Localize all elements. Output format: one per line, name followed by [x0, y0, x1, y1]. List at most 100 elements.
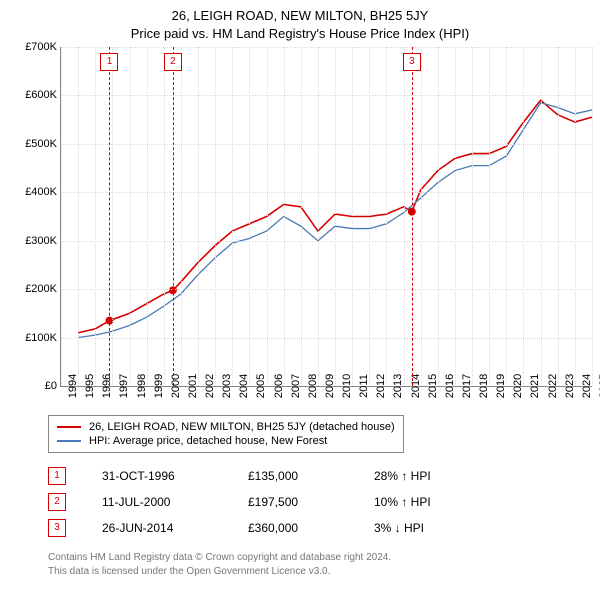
x-axis-label: 2019 [493, 374, 507, 398]
legend-swatch [57, 426, 81, 428]
x-axis-label: 1996 [99, 374, 113, 398]
sale-price: £197,500 [248, 495, 338, 509]
line-series-svg [61, 47, 592, 386]
gridline-y [61, 192, 592, 193]
x-axis-label: 2006 [271, 374, 285, 398]
y-axis-label: £0 [45, 380, 61, 392]
y-axis-label: £300K [25, 235, 61, 247]
sale-price: £360,000 [248, 521, 338, 535]
sale-row-badge: 3 [48, 519, 66, 537]
y-axis-label: £400K [25, 186, 61, 198]
gridline-x [489, 47, 490, 386]
x-axis-label: 1994 [65, 374, 79, 398]
sale-marker-line [412, 47, 413, 386]
gridline-x [472, 47, 473, 386]
gridline-x [215, 47, 216, 386]
gridline-y [61, 95, 592, 96]
gridline-x [198, 47, 199, 386]
gridline-x [95, 47, 96, 386]
chart-container: 26, LEIGH ROAD, NEW MILTON, BH25 5JY Pri… [0, 0, 600, 590]
sale-price: £135,000 [248, 469, 338, 483]
gridline-x [592, 47, 593, 386]
gridline-x [164, 47, 165, 386]
gridline-x [558, 47, 559, 386]
gridline-x [386, 47, 387, 386]
x-axis-label: 2020 [510, 374, 524, 398]
legend-label: HPI: Average price, detached house, New … [89, 435, 327, 447]
gridline-x [352, 47, 353, 386]
x-axis-label: 2010 [339, 374, 353, 398]
x-axis-label: 1999 [151, 374, 165, 398]
gridline-x [130, 47, 131, 386]
sale-delta: 3% ↓ HPI [374, 521, 424, 535]
chart-area: £0£100K£200K£300K£400K£500K£600K£700K199… [60, 47, 592, 407]
x-axis-label: 2009 [322, 374, 336, 398]
y-axis-label: £100K [25, 332, 61, 344]
legend-swatch [57, 440, 81, 442]
x-axis-label: 2025 [596, 374, 600, 398]
gridline-y [61, 289, 592, 290]
gridline-x [455, 47, 456, 386]
gridline-x [267, 47, 268, 386]
gridline-y [61, 241, 592, 242]
x-axis-label: 2015 [425, 374, 439, 398]
gridline-x [506, 47, 507, 386]
gridline-x [421, 47, 422, 386]
sale-row: 326-JUN-2014£360,0003% ↓ HPI [48, 515, 600, 541]
x-axis-label: 2007 [288, 374, 302, 398]
legend-box: 26, LEIGH ROAD, NEW MILTON, BH25 5JY (de… [48, 415, 404, 453]
gridline-x [232, 47, 233, 386]
sale-date: 31-OCT-1996 [102, 469, 212, 483]
x-axis-label: 1995 [82, 374, 96, 398]
x-axis-label: 2008 [305, 374, 319, 398]
x-axis-label: 2017 [459, 374, 473, 398]
x-axis-label: 2024 [579, 374, 593, 398]
sale-row-badge: 2 [48, 493, 66, 511]
legend-item: HPI: Average price, detached house, New … [57, 434, 395, 448]
x-axis-label: 2013 [390, 374, 404, 398]
sale-marker-badge: 3 [403, 53, 421, 71]
sale-marker-line [173, 47, 174, 386]
x-axis-label: 1997 [116, 374, 130, 398]
x-axis-label: 2012 [373, 374, 387, 398]
x-axis-label: 2022 [545, 374, 559, 398]
gridline-x [541, 47, 542, 386]
gridline-y [61, 338, 592, 339]
gridline-x [318, 47, 319, 386]
x-axis-label: 2002 [202, 374, 216, 398]
legend-label: 26, LEIGH ROAD, NEW MILTON, BH25 5JY (de… [89, 421, 395, 433]
gridline-y [61, 47, 592, 48]
x-axis-label: 2016 [442, 374, 456, 398]
gridline-x [249, 47, 250, 386]
footer-line-2: This data is licensed under the Open Gov… [48, 565, 600, 579]
x-axis-label: 2001 [185, 374, 199, 398]
chart-subtitle: Price paid vs. HM Land Registry's House … [0, 23, 600, 47]
footer-attribution: Contains HM Land Registry data © Crown c… [48, 551, 600, 578]
sale-row-badge: 1 [48, 467, 66, 485]
y-axis-label: £500K [25, 138, 61, 150]
sale-row: 1 31-OCT-1996 £135,000 28% ↑ HPI [48, 463, 600, 489]
gridline-x [147, 47, 148, 386]
x-axis-label: 2003 [219, 374, 233, 398]
sale-delta: 28% ↑ HPI [374, 469, 431, 483]
x-axis-label: 2000 [168, 374, 182, 398]
gridline-x [404, 47, 405, 386]
x-axis-label: 2021 [527, 374, 541, 398]
gridline-x [575, 47, 576, 386]
sale-date: 11-JUL-2000 [102, 495, 212, 509]
gridline-x [438, 47, 439, 386]
x-axis-label: 2004 [236, 374, 250, 398]
gridline-x [335, 47, 336, 386]
gridline-x [78, 47, 79, 386]
gridline-x [369, 47, 370, 386]
gridline-x [61, 47, 62, 386]
sale-row: 211-JUL-2000£197,50010% ↑ HPI [48, 489, 600, 515]
legend-item: 26, LEIGH ROAD, NEW MILTON, BH25 5JY (de… [57, 420, 395, 434]
footer-line-1: Contains HM Land Registry data © Crown c… [48, 551, 600, 565]
x-axis-label: 2023 [562, 374, 576, 398]
x-axis-label: 2018 [476, 374, 490, 398]
x-axis-label: 2014 [408, 374, 422, 398]
gridline-x [284, 47, 285, 386]
x-axis-label: 2011 [356, 374, 370, 398]
y-axis-label: £600K [25, 89, 61, 101]
